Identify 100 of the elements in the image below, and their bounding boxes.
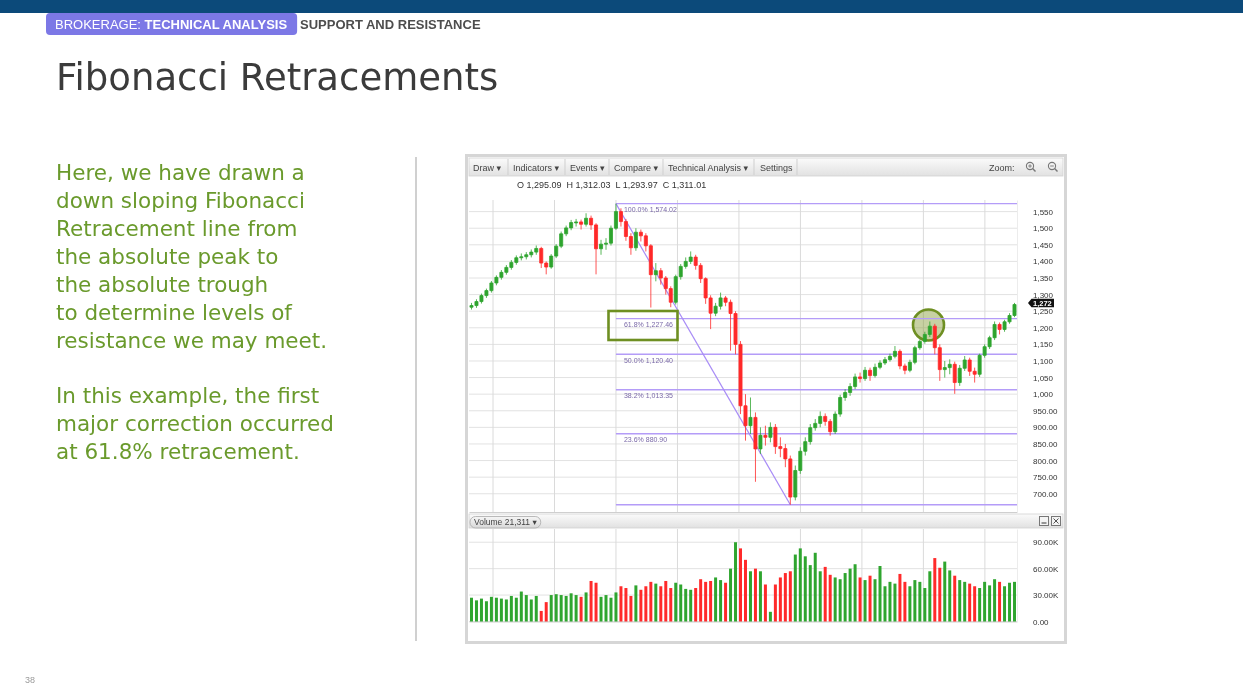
bar xyxy=(639,589,643,622)
bar xyxy=(953,575,957,622)
y-tick-label: 30.00K xyxy=(1033,591,1060,601)
chart-subtitle: SUPPORT AND RESISTANCE xyxy=(300,17,481,32)
bar xyxy=(689,589,693,622)
bar xyxy=(933,558,937,622)
y-tick-label: 0.00 xyxy=(1033,617,1050,627)
bar xyxy=(739,548,742,622)
bar xyxy=(968,583,972,622)
candlestick xyxy=(748,397,753,435)
bar xyxy=(963,581,967,622)
y-tick-label: 1,000 xyxy=(1033,390,1054,400)
bar xyxy=(958,580,962,622)
bar xyxy=(943,561,947,622)
bar xyxy=(748,571,752,622)
bar xyxy=(494,597,498,622)
text: Indicators ▾ xyxy=(513,162,560,173)
candlestick xyxy=(688,251,693,265)
text: Technical Analysis ▾ xyxy=(668,162,749,173)
candlestick xyxy=(997,322,1002,335)
bar xyxy=(863,580,867,622)
bar xyxy=(559,595,563,622)
candlestick xyxy=(947,358,952,375)
bar xyxy=(923,588,927,622)
candlestick xyxy=(763,425,768,447)
bar xyxy=(893,583,897,622)
bar xyxy=(808,565,812,622)
y-tick-label: 900.00 xyxy=(1033,423,1059,433)
text: Here, we have drawn a down sloping Fibonacci Retracement line from the absolute peak to the absolute trough to determine levels of resistance we may meet. xyxy=(56,160,328,353)
bar xyxy=(684,588,688,622)
bar xyxy=(734,542,738,622)
bar xyxy=(654,583,658,622)
bar xyxy=(988,585,992,622)
bar xyxy=(594,582,598,622)
text: BROKERAGE: TECHNICAL ANALYSIS xyxy=(55,17,288,32)
y-tick-label: 950.00 xyxy=(1033,406,1059,416)
bar xyxy=(978,588,982,622)
bar xyxy=(589,580,593,622)
bar xyxy=(1008,582,1012,622)
bar xyxy=(519,591,523,622)
bar xyxy=(539,610,543,622)
bar xyxy=(579,596,583,622)
bar xyxy=(534,595,538,622)
y-tick-label: 850.00 xyxy=(1033,440,1059,450)
bar xyxy=(514,597,518,622)
bar xyxy=(778,577,782,622)
bar xyxy=(659,586,663,622)
y-tick-label: 1,450 xyxy=(1033,240,1054,250)
y-tick-label: 1,300 xyxy=(1033,290,1054,300)
bar xyxy=(828,574,832,622)
bar xyxy=(569,593,573,622)
bar xyxy=(883,586,887,622)
bar xyxy=(918,581,922,622)
bar xyxy=(773,584,777,622)
candlestick xyxy=(579,219,584,230)
bar xyxy=(813,552,817,622)
y-tick-label: 1,200 xyxy=(1033,323,1054,333)
y-tick-label: 1,250 xyxy=(1033,307,1054,317)
bar xyxy=(938,567,942,622)
y-tick-label: 700.00 xyxy=(1033,489,1059,499)
bar xyxy=(529,599,533,622)
text: O 1,295.09 H 1,312.03 L 1,293.97 C 1,311.01 xyxy=(517,180,707,190)
bar xyxy=(1003,586,1007,622)
y-tick-label: 1,050 xyxy=(1033,373,1054,383)
bar xyxy=(624,588,628,622)
bar xyxy=(709,580,713,622)
bar xyxy=(679,584,683,622)
bar xyxy=(619,586,623,622)
text: Volume 21,311 ▾ xyxy=(474,517,538,527)
text: 38 xyxy=(25,675,36,685)
text: Settings xyxy=(760,162,794,173)
bar xyxy=(853,564,857,622)
bar xyxy=(504,599,508,622)
bar xyxy=(848,568,852,622)
bar xyxy=(973,586,977,622)
bar xyxy=(998,581,1002,622)
bar xyxy=(634,585,638,622)
bar xyxy=(888,581,892,622)
bar xyxy=(674,582,678,622)
bar xyxy=(983,581,987,622)
bar xyxy=(664,580,668,622)
bar xyxy=(843,573,847,622)
bar xyxy=(699,579,703,622)
bar xyxy=(858,577,862,622)
bar xyxy=(484,601,488,622)
bar xyxy=(818,571,822,622)
y-tick-label: 1,400 xyxy=(1033,257,1054,267)
bar xyxy=(908,586,912,622)
candlestick xyxy=(863,366,867,382)
bar xyxy=(833,577,837,622)
candlestick xyxy=(868,367,872,382)
bar xyxy=(758,571,762,622)
y-tick-label: 750.00 xyxy=(1033,473,1059,483)
bar xyxy=(948,570,952,622)
y-tick-label: 1,100 xyxy=(1033,357,1054,367)
bar xyxy=(788,571,792,622)
y-tick-label: 1,150 xyxy=(1033,340,1054,350)
bar xyxy=(724,582,728,622)
bar xyxy=(803,556,807,622)
candlestick xyxy=(952,361,957,395)
